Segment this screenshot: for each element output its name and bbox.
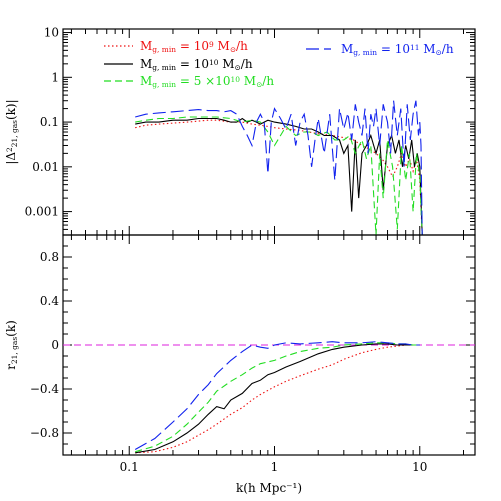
x-axis-label: k(h Mpc⁻¹)	[236, 481, 302, 495]
bottom-series-group	[134, 341, 420, 454]
legend-label-0: Mg, min = 109 M⊙/h	[140, 39, 248, 54]
y-tick-label: 1	[51, 70, 59, 84]
y-tick-label: 0	[51, 338, 59, 352]
bottom-series-line-0	[135, 344, 420, 454]
y-tick-label: 0.4	[40, 294, 59, 308]
y-tick-label: 0.001	[25, 205, 59, 219]
bottom-series-line-3	[134, 341, 420, 450]
y-tick-label: 10	[44, 26, 59, 40]
bottom-series-line-1	[135, 343, 420, 454]
bottom-y-axis-label: r21, gas(k)	[4, 320, 19, 370]
legend-label-1: Mg, min = 1010 M⊙/h	[140, 57, 253, 72]
top-series-group	[135, 100, 423, 235]
legend-label-3: Mg, min = 1011 M⊙/h	[341, 42, 454, 57]
top-series-line-1	[135, 117, 423, 235]
x-tick-label: 1	[271, 460, 279, 474]
top-y-axis-label: |Δ221, gas(k)|	[4, 99, 19, 164]
bottom-panel: 0.8 0.4 0 −0.4 −0.8 0.1 1 10 k(h Mpc⁻¹) r21, gas(…	[4, 234, 476, 495]
y-tick-label: −0.8	[30, 426, 59, 440]
y-tick-label: 0.1	[40, 115, 59, 129]
y-tick-label: 0.8	[40, 250, 59, 264]
top-series-line-0	[135, 119, 423, 235]
top-panel: 10 1 0.1 0.01 0.001 |Δ221, gas(k)| Mg, min = 1…	[4, 26, 476, 236]
legend-label-2: Mg, min = 5 ×1010 M⊙/h	[140, 74, 274, 89]
top-series-line-2	[135, 116, 423, 235]
y-tick-label: 0.01	[32, 160, 59, 174]
x-tick-label: 10	[412, 460, 427, 474]
y-tick-label: −0.4	[30, 382, 60, 396]
x-tick-label: 0.1	[120, 460, 139, 474]
